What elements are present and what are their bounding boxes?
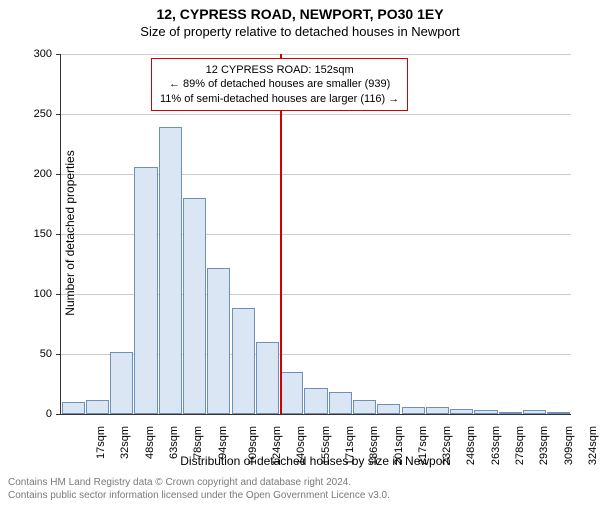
y-tick-label: 300 xyxy=(0,48,52,60)
x-tick-label: 171sqm xyxy=(344,426,356,465)
x-tick-label: 124sqm xyxy=(271,426,283,465)
annotation-box: 12 CYPRESS ROAD: 152sqm← 89% of detached… xyxy=(151,58,408,111)
histogram-bar xyxy=(183,198,206,414)
x-tick-label: 17sqm xyxy=(95,426,107,459)
x-tick-label: 263sqm xyxy=(490,426,502,465)
x-tick-label: 109sqm xyxy=(247,426,259,465)
histogram-bar xyxy=(329,392,352,414)
grid-line xyxy=(61,54,571,55)
y-tick-mark xyxy=(56,294,61,295)
histogram-bar xyxy=(280,372,303,414)
x-tick-label: 78sqm xyxy=(192,426,204,459)
histogram-bar xyxy=(62,402,85,414)
y-tick-mark xyxy=(56,414,61,415)
histogram-bar xyxy=(377,404,400,414)
histogram-bar xyxy=(207,268,230,414)
annotation-line: ← 89% of detached houses are smaller (93… xyxy=(160,77,399,91)
annotation-line: 12 CYPRESS ROAD: 152sqm xyxy=(160,63,399,77)
y-axis-label: Number of detached properties xyxy=(63,103,77,363)
grid-line xyxy=(61,114,571,115)
y-tick-mark xyxy=(56,114,61,115)
y-tick-label: 250 xyxy=(0,108,52,120)
chart-area: 12 CYPRESS ROAD: 152sqm← 89% of detached… xyxy=(60,54,570,414)
histogram-bar xyxy=(134,167,157,414)
annotation-line: 11% of semi-detached houses are larger (… xyxy=(160,92,399,106)
y-tick-mark xyxy=(56,174,61,175)
histogram-bar xyxy=(110,352,133,414)
x-tick-label: 48sqm xyxy=(144,426,156,459)
y-tick-label: 100 xyxy=(0,288,52,300)
footer-text: Contains HM Land Registry data © Crown c… xyxy=(8,477,390,502)
x-tick-label: 248sqm xyxy=(466,426,478,465)
x-tick-label: 186sqm xyxy=(368,426,380,465)
x-tick-label: 278sqm xyxy=(514,426,526,465)
histogram-bar xyxy=(450,409,473,414)
histogram-bar xyxy=(474,410,497,414)
histogram-bar xyxy=(426,407,449,414)
histogram-bar xyxy=(499,412,522,414)
x-tick-label: 63sqm xyxy=(168,426,180,459)
x-tick-label: 32sqm xyxy=(119,426,131,459)
histogram-bar xyxy=(304,388,327,414)
histogram-bar xyxy=(547,412,570,414)
chart-subtitle: Size of property relative to detached ho… xyxy=(0,24,600,39)
y-tick-mark xyxy=(56,354,61,355)
x-tick-label: 94sqm xyxy=(217,426,229,459)
plot-region: 12 CYPRESS ROAD: 152sqm← 89% of detached… xyxy=(60,54,571,415)
y-tick-label: 0 xyxy=(0,408,52,420)
histogram-bar xyxy=(232,308,255,414)
x-tick-label: 217sqm xyxy=(417,426,429,465)
x-tick-label: 155sqm xyxy=(320,426,332,465)
page-title: 12, CYPRESS ROAD, NEWPORT, PO30 1EY xyxy=(0,6,600,22)
x-tick-label: 324sqm xyxy=(587,426,599,465)
y-tick-label: 200 xyxy=(0,168,52,180)
histogram-bar xyxy=(353,400,376,414)
histogram-bar xyxy=(523,410,546,414)
x-tick-label: 232sqm xyxy=(441,426,453,465)
x-tick-label: 293sqm xyxy=(538,426,550,465)
histogram-bar xyxy=(402,407,425,414)
footer-line-2: Contains public sector information licen… xyxy=(8,490,390,503)
x-tick-label: 140sqm xyxy=(296,426,308,465)
histogram-bar xyxy=(159,127,182,414)
x-tick-label: 201sqm xyxy=(393,426,405,465)
y-tick-label: 150 xyxy=(0,228,52,240)
x-tick-label: 309sqm xyxy=(563,426,575,465)
histogram-bar xyxy=(256,342,279,414)
y-tick-mark xyxy=(56,54,61,55)
histogram-bar xyxy=(86,400,109,414)
y-tick-label: 50 xyxy=(0,348,52,360)
y-tick-mark xyxy=(56,234,61,235)
footer-line-1: Contains HM Land Registry data © Crown c… xyxy=(8,477,390,490)
